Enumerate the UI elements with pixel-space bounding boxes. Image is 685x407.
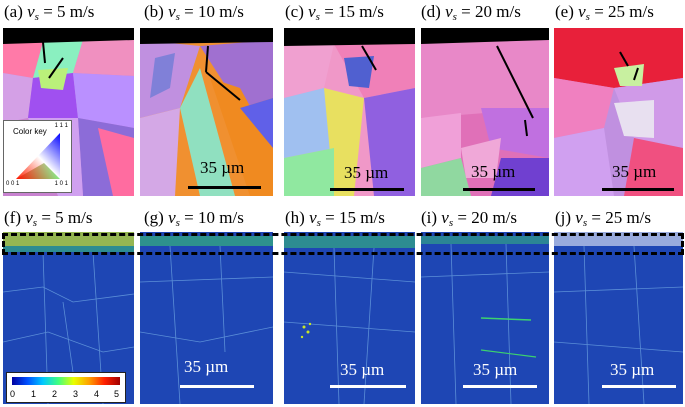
panel-label-g: (g) vs = 10 m/s (144, 208, 244, 229)
dashed-surface-box (2, 233, 684, 255)
color-key-title: Color key (13, 127, 47, 136)
color-key-101: 1 0 1 (54, 181, 68, 187)
kam-map-f: 0 1 2 3 4 5 (3, 232, 134, 404)
scale-label-j: 35 µm (610, 360, 655, 379)
panel-label-e: (e) vs = 25 m/s (555, 2, 654, 23)
ebsd-map-e: 35 µm (554, 28, 683, 196)
scale-bar-i (463, 385, 537, 388)
colorbar-tick-3: 3 (73, 389, 79, 399)
panel-label-a: (a) vs = 5 m/s (4, 2, 95, 23)
colorbar-tick-2: 2 (52, 389, 58, 399)
scale-label-d: 35 µm (471, 162, 516, 181)
colorbar-tick-4: 4 (94, 389, 100, 399)
panel-label-b: (b) vs = 10 m/s (144, 2, 244, 23)
kam-map-i: 35 µm (421, 232, 549, 404)
panel-label-j: (j) vs = 25 m/s (555, 208, 652, 229)
panel-label-c: (c) vs = 15 m/s (285, 2, 384, 23)
scale-label-i: 35 µm (473, 360, 518, 379)
kam-map-j: 35 µm (554, 232, 683, 404)
color-key-inset: Color key 1 1 1 0 0 1 1 0 1 (3, 120, 72, 193)
kam-map-g: 35 µm (140, 232, 273, 404)
ebsd-map-b: 35 µm (140, 28, 273, 196)
scale-bar-e (602, 188, 674, 191)
kam-colorbar: 0 1 2 3 4 5 (6, 372, 126, 403)
scale-bar-c (330, 188, 404, 191)
panel-label-i: (i) vs = 20 m/s (421, 208, 518, 229)
scale-bar-j (602, 385, 676, 388)
panel-label-h: (h) vs = 15 m/s (285, 208, 385, 229)
kam-map-h: 35 µm (284, 232, 415, 404)
scale-bar-b (188, 186, 261, 189)
kam-colorbar-gradient (12, 377, 120, 385)
ebsd-map-d: 35 µm (421, 28, 549, 196)
scale-bar-h (330, 385, 406, 388)
panel-label-d: (d) vs = 20 m/s (421, 2, 521, 23)
scale-label-c: 35 µm (344, 163, 389, 182)
colorbar-tick-0: 0 (10, 389, 16, 399)
color-key-111: 1 1 1 (54, 123, 68, 129)
colorbar-tick-5: 5 (114, 389, 120, 399)
scale-bar-g (180, 385, 254, 388)
scale-label-g: 35 µm (184, 357, 229, 376)
color-key-001: 0 0 1 (6, 181, 20, 187)
scale-label-h: 35 µm (340, 360, 385, 379)
ebsd-map-c: 35 µm (284, 28, 415, 196)
scale-label-b: 35 µm (200, 158, 245, 177)
colorbar-tick-1: 1 (31, 389, 37, 399)
scale-label-e: 35 µm (612, 162, 657, 181)
scale-bar-d (463, 188, 535, 191)
panel-label-f: (f) vs = 5 m/s (4, 208, 93, 229)
